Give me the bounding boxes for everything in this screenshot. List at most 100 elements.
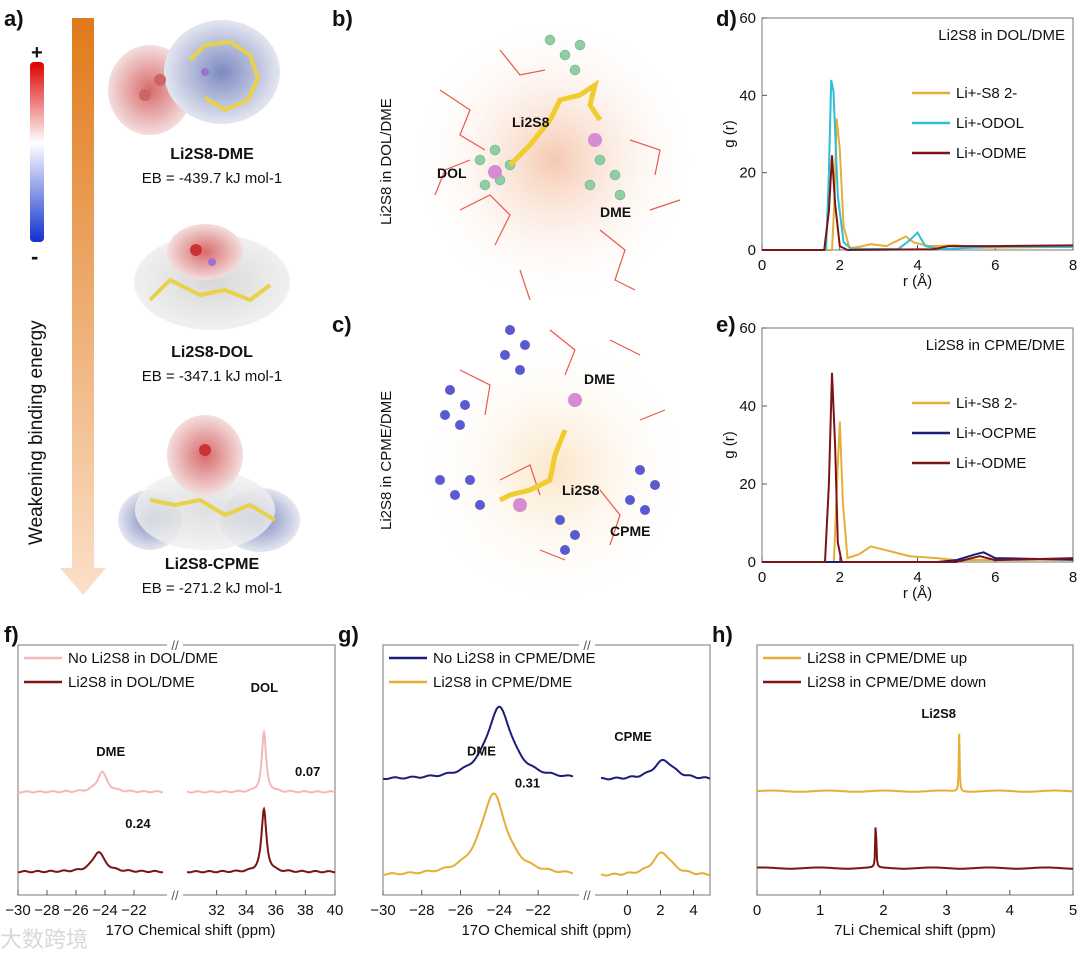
x-tick-label: −26 xyxy=(63,902,88,919)
label-li2s8-c: Li2S8 xyxy=(562,482,600,498)
x-tick-label: 34 xyxy=(238,902,255,919)
x-axis-label: 17O Chemical shift (ppm) xyxy=(461,922,631,939)
y-tick-label: 20 xyxy=(739,476,756,493)
scale-plus-label: + xyxy=(31,42,43,64)
x-tick-label: −30 xyxy=(5,902,30,919)
series-line xyxy=(18,851,164,874)
panel-label-g: g) xyxy=(338,622,359,647)
y-tick-label: 60 xyxy=(739,10,756,27)
series-line xyxy=(186,728,336,794)
molecule-name-dme: Li2S8-DME xyxy=(170,146,254,163)
label-dol-b: DOL xyxy=(437,165,467,181)
legend-label: Li+-S8 2- xyxy=(956,85,1017,102)
scale-minus-label: - xyxy=(31,244,39,269)
watermark: 大数跨境 xyxy=(0,927,89,952)
annotation-label: DME xyxy=(467,743,496,758)
panel-c-side-label: Li2S8 in CPME/DME xyxy=(378,390,395,530)
x-tick-label: 6 xyxy=(991,257,999,274)
legend-label: No Li2S8 in DOL/DME xyxy=(68,650,218,667)
series-line xyxy=(762,79,1074,251)
x-tick-label: 5 xyxy=(1069,902,1077,919)
y-tick-label: 0 xyxy=(748,554,756,571)
series-line xyxy=(601,758,711,781)
legend-label: Li+-OCPME xyxy=(956,425,1036,442)
md-snapshots xyxy=(410,15,700,610)
legend-label: Li+-ODME xyxy=(956,145,1026,162)
series-line xyxy=(762,372,1074,563)
x-axis-label: r (Å) xyxy=(903,273,932,290)
plot-frame xyxy=(756,644,1074,896)
x-tick-label: −22 xyxy=(121,902,146,919)
axis-break-gap xyxy=(167,643,183,897)
x-tick-label: 0 xyxy=(623,902,631,919)
y-tick-label: 0 xyxy=(748,242,756,259)
x-tick-label: 8 xyxy=(1069,257,1077,274)
chart-title: Li2S8 in CPME/DME xyxy=(926,337,1065,354)
panel-label-b: b) xyxy=(332,6,353,31)
chart-nmr-17o-dol-dme: −30 −28 −26 −24 −22 32 34 36 38 40 17O Chemical sh… xyxy=(5,638,344,939)
label-dme-c: DME xyxy=(584,371,616,387)
series-line xyxy=(762,155,1074,252)
panel-b-side-label: Li2S8 in DOL/DME xyxy=(378,98,395,225)
legend-label: Li+-ODOL xyxy=(956,115,1024,132)
legend-label: Li2S8 in CPME/DME xyxy=(433,674,572,691)
label-li2s8-b: Li2S8 xyxy=(512,114,550,130)
legend-label: Li2S8 in CPME/DME down xyxy=(807,674,986,691)
y-tick-label: 20 xyxy=(739,165,756,182)
panel-label-h: h) xyxy=(712,622,733,647)
plot-frame xyxy=(382,644,711,896)
chart-rdf-cpme-dme: 0 2 4 6 8 0 20 40 60 g (r) r (Å) Li2S8 in CPME/DME L… xyxy=(721,320,1077,602)
weakening-arrow-label: Weakening binding energy xyxy=(26,320,47,545)
x-tick-label: 4 xyxy=(913,257,921,274)
y-tick-label: 40 xyxy=(739,87,756,104)
annotation-label: 0.07 xyxy=(295,764,320,779)
x-tick-label: 0 xyxy=(758,569,766,586)
legend-label: Li2S8 in CPME/DME up xyxy=(807,650,967,667)
snapshot-dol-dme xyxy=(410,15,700,305)
annotation-label: CPME xyxy=(614,729,652,744)
x-tick-label: 6 xyxy=(991,569,999,586)
binding-energy-dme: EB = -439.7 kJ mol-1 xyxy=(141,170,283,187)
snapshot-cpme-dme xyxy=(415,325,695,610)
x-tick-label: 36 xyxy=(267,902,284,919)
x-tick-label: 2 xyxy=(879,902,887,919)
x-axis-label: 7Li Chemical shift (ppm) xyxy=(834,922,996,939)
x-axis-label: 17O Chemical shift (ppm) xyxy=(105,922,275,939)
series-line xyxy=(383,792,574,876)
annotation-label: Li2S8 xyxy=(921,706,956,721)
x-tick-label: 2 xyxy=(656,902,664,919)
x-tick-label: 40 xyxy=(327,902,344,919)
series-line xyxy=(600,851,711,877)
x-tick-label: 38 xyxy=(297,902,314,919)
x-tick-label: 4 xyxy=(689,902,697,919)
binding-energy-cpme: EB = -271.2 kJ mol-1 xyxy=(141,580,283,597)
esp-color-scale xyxy=(30,62,44,242)
x-tick-label: −22 xyxy=(525,902,550,919)
annotation-label: 0.31 xyxy=(515,775,540,790)
plot-frame xyxy=(761,17,1074,251)
series-line xyxy=(17,770,163,794)
x-tick-label: −28 xyxy=(34,902,59,919)
x-axis-label: r (Å) xyxy=(903,585,932,602)
x-tick-label: 0 xyxy=(758,257,766,274)
plot-frame xyxy=(761,327,1074,563)
x-tick-label: 3 xyxy=(942,902,950,919)
x-tick-label: 2 xyxy=(836,569,844,586)
y-tick-label: 60 xyxy=(739,320,756,337)
x-tick-label: 0 xyxy=(753,902,761,919)
series-line xyxy=(762,118,1074,251)
annotation-label: DOL xyxy=(251,680,279,695)
chart-nmr-17o-cpme-dme: −30 −28 −26 −24 −22 0 2 4 17O Chemical shift (pp… xyxy=(370,638,711,939)
axis-break-gap xyxy=(579,643,595,897)
series-line xyxy=(382,705,574,781)
y-axis-label: g (r) xyxy=(721,431,738,459)
binding-energy-dol: EB = -347.1 kJ mol-1 xyxy=(141,368,283,385)
y-axis-label: g (r) xyxy=(721,120,738,148)
series-line xyxy=(756,827,1073,870)
x-tick-label: 2 xyxy=(836,257,844,274)
x-tick-label: 32 xyxy=(208,902,225,919)
x-tick-label: 8 xyxy=(1069,569,1077,586)
annotation-label: DME xyxy=(96,744,125,759)
x-tick-label: 1 xyxy=(816,902,824,919)
legend-label: Li+-ODME xyxy=(956,455,1026,472)
